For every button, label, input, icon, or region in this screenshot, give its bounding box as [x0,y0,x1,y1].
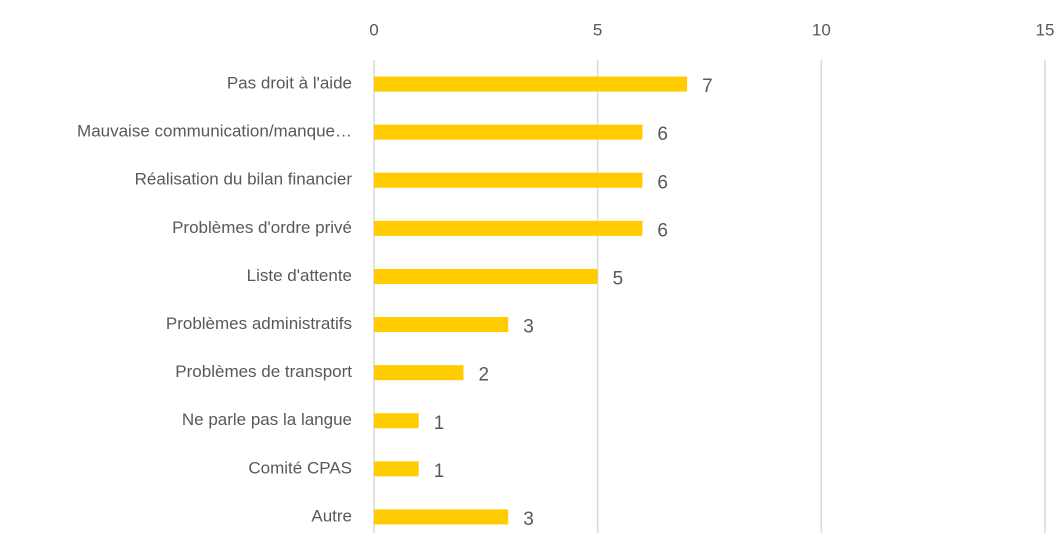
data-label: 6 [657,172,668,193]
bar [374,268,598,284]
bar [374,76,688,92]
y-tick-label: Pas droit à l'aide [227,74,352,93]
bar [374,461,419,477]
data-label: 1 [434,461,445,482]
y-tick-label: Problèmes administratifs [166,314,352,333]
y-tick-label: Liste d'attente [247,266,352,285]
bar [374,124,643,140]
y-tick-label: Autre [311,506,352,525]
y-tick-label: Réalisation du bilan financier [135,170,353,189]
y-tick-label: Comité CPAS [248,458,352,477]
data-label: 3 [523,317,534,338]
data-label: 1 [434,413,445,434]
bar [374,220,643,236]
x-tick-label: 15 [1036,20,1055,39]
bar [374,509,509,525]
bar [374,365,464,381]
bar [374,172,643,188]
data-label: 3 [523,509,534,530]
data-label: 5 [613,268,624,289]
x-tick-label: 5 [593,20,602,39]
y-tick-label: Ne parle pas la langue [182,410,352,429]
data-label: 6 [657,124,668,145]
data-label: 6 [657,220,668,241]
bar [374,413,419,429]
y-tick-label: Problèmes d'ordre privé [172,218,352,237]
data-label: 7 [702,76,713,97]
data-label: 2 [478,365,489,386]
x-tick-label: 0 [369,20,378,39]
x-tick-label: 10 [812,20,831,39]
y-tick-label: Problèmes de transport [175,362,352,381]
bar [374,317,509,333]
y-tick-label: Mauvaise communication/manque… [77,122,352,141]
